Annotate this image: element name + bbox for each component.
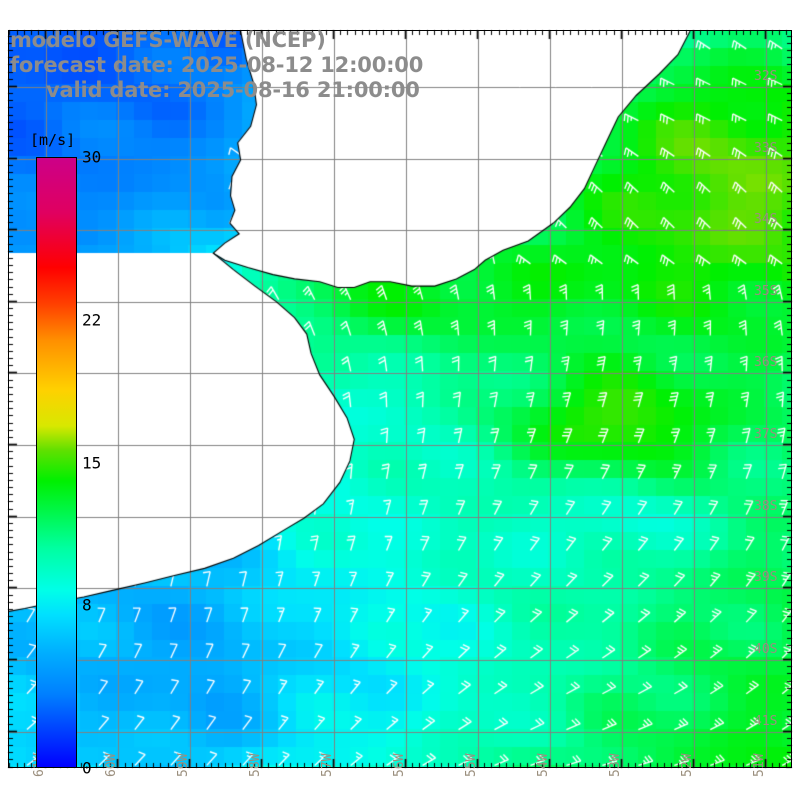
lon-label-59W: 59W: [176, 753, 192, 777]
lon-label-52W: 52W: [679, 753, 695, 777]
map-canvas-stack: [9, 31, 791, 767]
figure-title: modelo GEFS-WAVE (NCEP) forecast date: 2…: [0, 28, 800, 103]
colorbar: [36, 157, 77, 768]
coastline-layer: [9, 31, 791, 767]
lat-label-37S: 37S: [754, 427, 778, 443]
title-valid-line: valid date: 2025-08-16 21:00:00: [46, 78, 420, 102]
lat-label-39S: 39S: [754, 570, 778, 586]
lon-label-55W: 55W: [463, 753, 479, 777]
lat-label-40S: 40S: [754, 642, 778, 658]
colorbar-unit-label: [m/s]: [30, 131, 76, 149]
lat-label-35S: 35S: [754, 283, 778, 299]
colorbar-gradient: [36, 157, 77, 768]
colorbar-tick-22: 22: [82, 310, 102, 330]
colorbar-tick-0: 0: [82, 758, 92, 778]
plot-area: [8, 30, 792, 768]
lat-label-33S: 33S: [754, 140, 778, 156]
lat-label-38S: 38S: [754, 498, 778, 514]
lon-label-60W: 60W: [104, 753, 120, 777]
title-forecast-line: forecast date: 2025-08-12 12:00:00: [10, 53, 424, 77]
colorbar-tick-30: 30: [82, 147, 102, 167]
colorbar-tick-15: 15: [82, 453, 102, 472]
lon-label-54W: 54W: [535, 753, 551, 777]
lat-label-34S: 34S: [754, 212, 778, 228]
colorbar-tick-8: 8: [82, 595, 92, 615]
lon-label-53W: 53W: [607, 753, 623, 777]
lat-label-36S: 36S: [754, 355, 778, 371]
lon-label-56W: 56W: [392, 753, 408, 777]
lon-label-58W: 58W: [248, 753, 264, 777]
lon-label-51W: 51W: [751, 753, 767, 777]
lon-label-57W: 57W: [320, 753, 336, 777]
title-model-line: modelo GEFS-WAVE (NCEP): [10, 28, 326, 52]
lat-label-41S: 41S: [754, 713, 778, 729]
